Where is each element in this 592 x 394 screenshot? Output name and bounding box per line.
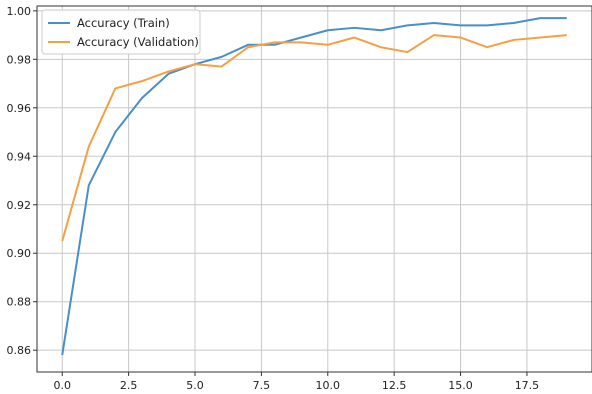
x-tick-label: 10.0 bbox=[316, 379, 341, 392]
axis-ticks: 0.0 2.5 5.0 7.5 10.0 12.5 15.0 17.5 0.86 0.88 0.90… bbox=[7, 5, 540, 392]
y-tick-label: 0.88 bbox=[7, 296, 32, 309]
legend-label: Accuracy (Train) bbox=[77, 16, 170, 30]
y-tick-label: 0.86 bbox=[7, 344, 32, 357]
x-tick-label: 17.5 bbox=[515, 379, 540, 392]
x-tick-label: 15.0 bbox=[448, 379, 473, 392]
x-tick-label: 12.5 bbox=[382, 379, 407, 392]
y-tick-label: 0.96 bbox=[7, 102, 32, 115]
legend-box bbox=[41, 9, 201, 55]
x-tick-label: 5.0 bbox=[186, 379, 204, 392]
plot-area-frame bbox=[36, 5, 592, 373]
x-tick-label: 0.0 bbox=[53, 379, 71, 392]
y-tick-label: 0.92 bbox=[7, 199, 32, 212]
x-tick-label: 2.5 bbox=[120, 379, 138, 392]
legend-label: Accuracy (Validation) bbox=[77, 35, 199, 49]
y-tick-label: 1.00 bbox=[7, 5, 32, 18]
series-line-0 bbox=[61, 17, 567, 356]
grid-lines bbox=[37, 6, 592, 372]
y-tick-label: 0.94 bbox=[7, 150, 32, 163]
y-tick-label: 0.98 bbox=[7, 53, 32, 66]
x-tick-label: 7.5 bbox=[253, 379, 271, 392]
y-tick-label: 0.90 bbox=[7, 247, 32, 260]
series-line-1 bbox=[61, 34, 567, 242]
legend: Accuracy (Train) Accuracy (Validation) bbox=[41, 9, 201, 55]
series-lines bbox=[61, 17, 567, 356]
